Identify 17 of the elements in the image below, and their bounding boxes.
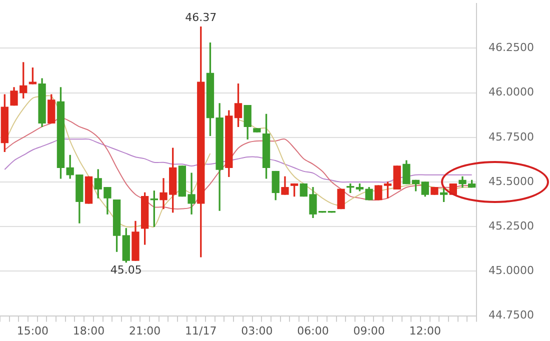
annotation: 45.05 (110, 264, 142, 277)
x-tick-label: 21:00 (128, 324, 161, 338)
x-tick-label: 18:00 (72, 324, 105, 338)
x-tick-label: 09:00 (353, 324, 385, 338)
x-tick-label: 03:00 (241, 324, 273, 338)
y-tick-label: 46.2500 (488, 41, 534, 54)
y-tick-label: 45.7500 (488, 130, 534, 144)
y-tick-label: 45.0000 (488, 264, 534, 278)
x-tick-label: 11/17 (185, 324, 217, 338)
x-tick-label: 06:00 (297, 324, 329, 338)
y-tick-label: 46.0000 (488, 86, 534, 99)
x-tick-label: 15:00 (16, 324, 49, 338)
x-tick-label: 12:00 (409, 324, 441, 338)
y-tick-label: 45.5000 (488, 174, 534, 188)
y-tick-label: 45.2500 (488, 219, 534, 232)
y-tick-label: 44.7500 (488, 308, 534, 322)
annotation: 46.37 (185, 11, 217, 24)
